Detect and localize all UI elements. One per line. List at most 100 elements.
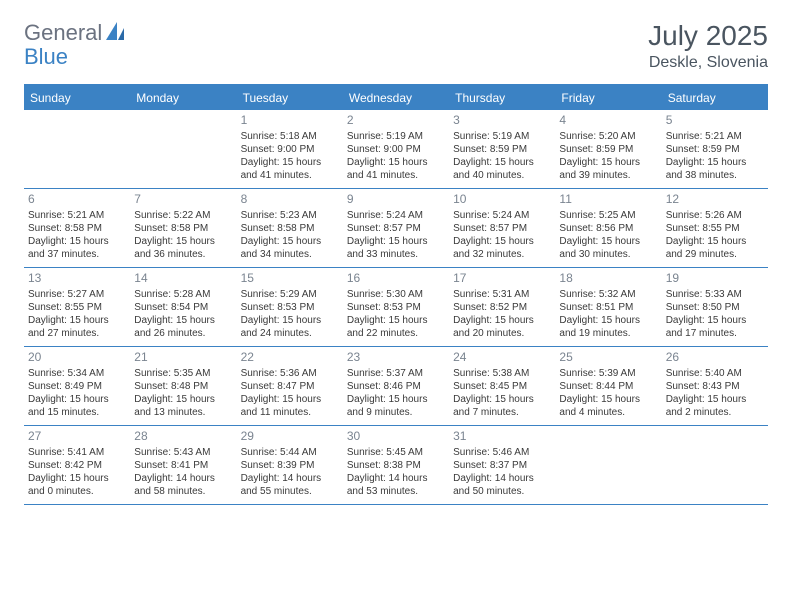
day-number: 14 [134, 271, 232, 287]
day-cell: 19Sunrise: 5:33 AMSunset: 8:50 PMDayligh… [662, 268, 768, 346]
daylight-text: Daylight: 14 hours and 55 minutes. [241, 472, 339, 498]
sunrise-text: Sunrise: 5:26 AM [666, 209, 764, 222]
daylight-text: Daylight: 15 hours and 4 minutes. [559, 393, 657, 419]
sunrise-text: Sunrise: 5:21 AM [28, 209, 126, 222]
sunrise-text: Sunrise: 5:22 AM [134, 209, 232, 222]
sunrise-text: Sunrise: 5:29 AM [241, 288, 339, 301]
sunset-text: Sunset: 8:38 PM [347, 459, 445, 472]
sunset-text: Sunset: 8:58 PM [241, 222, 339, 235]
month-title: July 2025 [648, 20, 768, 52]
sunset-text: Sunset: 8:55 PM [666, 222, 764, 235]
day-header-thu: Thursday [449, 86, 555, 110]
sunrise-text: Sunrise: 5:39 AM [559, 367, 657, 380]
daylight-text: Daylight: 15 hours and 15 minutes. [28, 393, 126, 419]
day-cell: 13Sunrise: 5:27 AMSunset: 8:55 PMDayligh… [24, 268, 130, 346]
sunset-text: Sunset: 8:42 PM [28, 459, 126, 472]
daylight-text: Daylight: 15 hours and 17 minutes. [666, 314, 764, 340]
day-number: 3 [453, 113, 551, 129]
location: Deskle, Slovenia [648, 54, 768, 72]
week-row: 13Sunrise: 5:27 AMSunset: 8:55 PMDayligh… [24, 268, 768, 347]
sunrise-text: Sunrise: 5:24 AM [453, 209, 551, 222]
sunrise-text: Sunrise: 5:34 AM [28, 367, 126, 380]
day-cell: 25Sunrise: 5:39 AMSunset: 8:44 PMDayligh… [555, 347, 661, 425]
day-cell: 24Sunrise: 5:38 AMSunset: 8:45 PMDayligh… [449, 347, 555, 425]
sunset-text: Sunset: 8:59 PM [559, 143, 657, 156]
day-cell: 29Sunrise: 5:44 AMSunset: 8:39 PMDayligh… [237, 426, 343, 504]
day-number: 28 [134, 429, 232, 445]
daylight-text: Daylight: 15 hours and 2 minutes. [666, 393, 764, 419]
day-number: 9 [347, 192, 445, 208]
day-header-fri: Friday [555, 86, 661, 110]
day-header-sun: Sunday [24, 86, 130, 110]
daylight-text: Daylight: 14 hours and 53 minutes. [347, 472, 445, 498]
daylight-text: Daylight: 15 hours and 13 minutes. [134, 393, 232, 419]
day-number: 23 [347, 350, 445, 366]
sunrise-text: Sunrise: 5:18 AM [241, 130, 339, 143]
day-number: 13 [28, 271, 126, 287]
sunset-text: Sunset: 8:53 PM [347, 301, 445, 314]
calendar-page: General July 2025 Deskle, Slovenia Blue … [0, 0, 792, 525]
sunrise-text: Sunrise: 5:19 AM [347, 130, 445, 143]
week-row: 20Sunrise: 5:34 AMSunset: 8:49 PMDayligh… [24, 347, 768, 426]
daylight-text: Daylight: 14 hours and 58 minutes. [134, 472, 232, 498]
day-cell: 9Sunrise: 5:24 AMSunset: 8:57 PMDaylight… [343, 189, 449, 267]
sunset-text: Sunset: 8:58 PM [134, 222, 232, 235]
sunset-text: Sunset: 8:41 PM [134, 459, 232, 472]
sunrise-text: Sunrise: 5:45 AM [347, 446, 445, 459]
sunrise-text: Sunrise: 5:24 AM [347, 209, 445, 222]
day-cell: 14Sunrise: 5:28 AMSunset: 8:54 PMDayligh… [130, 268, 236, 346]
daylight-text: Daylight: 15 hours and 30 minutes. [559, 235, 657, 261]
sunrise-text: Sunrise: 5:43 AM [134, 446, 232, 459]
daylight-text: Daylight: 15 hours and 24 minutes. [241, 314, 339, 340]
day-number: 21 [134, 350, 232, 366]
day-number: 24 [453, 350, 551, 366]
title-block: July 2025 Deskle, Slovenia [648, 20, 768, 72]
day-cell: 7Sunrise: 5:22 AMSunset: 8:58 PMDaylight… [130, 189, 236, 267]
day-cell: 3Sunrise: 5:19 AMSunset: 8:59 PMDaylight… [449, 110, 555, 188]
sunset-text: Sunset: 8:39 PM [241, 459, 339, 472]
day-number: 30 [347, 429, 445, 445]
day-cell [555, 426, 661, 504]
sunrise-text: Sunrise: 5:30 AM [347, 288, 445, 301]
daylight-text: Daylight: 15 hours and 19 minutes. [559, 314, 657, 340]
sunset-text: Sunset: 8:37 PM [453, 459, 551, 472]
sunset-text: Sunset: 8:43 PM [666, 380, 764, 393]
daylight-text: Daylight: 15 hours and 40 minutes. [453, 156, 551, 182]
sunrise-text: Sunrise: 5:36 AM [241, 367, 339, 380]
day-cell: 21Sunrise: 5:35 AMSunset: 8:48 PMDayligh… [130, 347, 236, 425]
daylight-text: Daylight: 15 hours and 22 minutes. [347, 314, 445, 340]
day-cell: 16Sunrise: 5:30 AMSunset: 8:53 PMDayligh… [343, 268, 449, 346]
day-header-mon: Monday [130, 86, 236, 110]
week-row: 1Sunrise: 5:18 AMSunset: 9:00 PMDaylight… [24, 110, 768, 189]
sunrise-text: Sunrise: 5:41 AM [28, 446, 126, 459]
day-cell: 11Sunrise: 5:25 AMSunset: 8:56 PMDayligh… [555, 189, 661, 267]
day-number: 12 [666, 192, 764, 208]
daylight-text: Daylight: 15 hours and 26 minutes. [134, 314, 232, 340]
daylight-text: Daylight: 15 hours and 38 minutes. [666, 156, 764, 182]
sunset-text: Sunset: 8:44 PM [559, 380, 657, 393]
daylight-text: Daylight: 15 hours and 36 minutes. [134, 235, 232, 261]
sunset-text: Sunset: 8:57 PM [347, 222, 445, 235]
day-cell: 6Sunrise: 5:21 AMSunset: 8:58 PMDaylight… [24, 189, 130, 267]
day-number: 6 [28, 192, 126, 208]
day-cell [24, 110, 130, 188]
day-number: 27 [28, 429, 126, 445]
daylight-text: Daylight: 15 hours and 39 minutes. [559, 156, 657, 182]
sunrise-text: Sunrise: 5:25 AM [559, 209, 657, 222]
day-cell: 12Sunrise: 5:26 AMSunset: 8:55 PMDayligh… [662, 189, 768, 267]
daylight-text: Daylight: 15 hours and 34 minutes. [241, 235, 339, 261]
day-header-sat: Saturday [662, 86, 768, 110]
sunrise-text: Sunrise: 5:32 AM [559, 288, 657, 301]
logo-sub: Blue [24, 44, 68, 70]
day-cell: 5Sunrise: 5:21 AMSunset: 8:59 PMDaylight… [662, 110, 768, 188]
sunset-text: Sunset: 8:58 PM [28, 222, 126, 235]
daylight-text: Daylight: 15 hours and 11 minutes. [241, 393, 339, 419]
sunset-text: Sunset: 8:55 PM [28, 301, 126, 314]
day-number: 29 [241, 429, 339, 445]
logo-sail-icon [106, 22, 128, 45]
sunset-text: Sunset: 8:46 PM [347, 380, 445, 393]
sunrise-text: Sunrise: 5:31 AM [453, 288, 551, 301]
day-header-row: Sunday Monday Tuesday Wednesday Thursday… [24, 86, 768, 110]
day-number: 8 [241, 192, 339, 208]
sunset-text: Sunset: 8:59 PM [666, 143, 764, 156]
